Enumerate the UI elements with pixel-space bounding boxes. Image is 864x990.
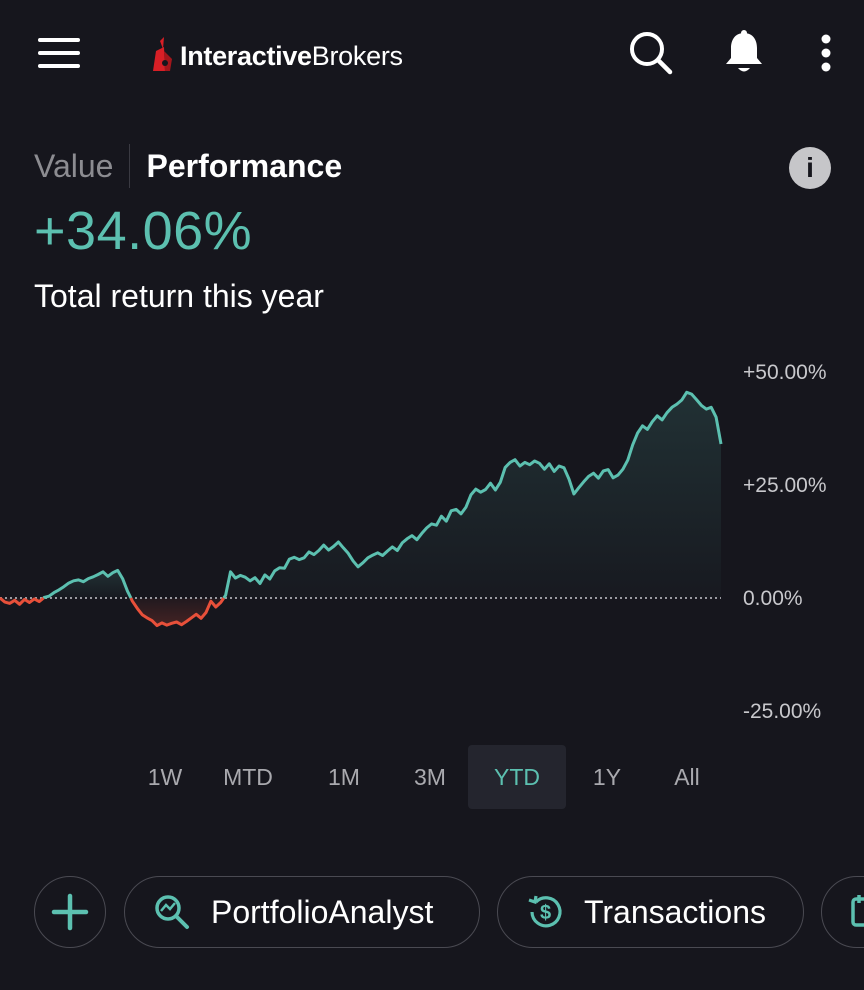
view-toggle: Value Performance: [34, 144, 342, 188]
y-tick-label: 0.00%: [743, 587, 803, 610]
tab-value[interactable]: Value: [34, 147, 114, 184]
plus-icon: [51, 893, 89, 931]
range-ytd[interactable]: YTD: [468, 745, 566, 809]
partial-action-button[interactable]: [821, 876, 864, 948]
interactive-brokers-logo: InteractiveBrokers: [150, 34, 403, 78]
performance-chart[interactable]: +50.00% +25.00% 0.00% -25.00%: [0, 350, 864, 730]
dollar-history-icon: $: [528, 895, 562, 928]
top-app-bar: InteractiveBrokers: [0, 0, 864, 110]
range-1w[interactable]: 1W: [147, 763, 183, 790]
tab-divider: [129, 144, 131, 188]
add-button[interactable]: [34, 876, 106, 948]
quick-actions: PortfolioAnalyst $ Transactions: [0, 876, 864, 950]
positive-return-line-4: [222, 390, 723, 599]
portfolio-analyst-label: PortfolioAnalyst: [211, 893, 434, 930]
ib-logo-mark: [153, 37, 172, 71]
svg-text:$: $: [540, 902, 551, 924]
calendar-icon: [851, 895, 864, 927]
range-1m[interactable]: 1M: [328, 763, 360, 790]
info-icon[interactable]: i: [789, 147, 831, 189]
total-return-caption: Total return this year: [34, 278, 324, 314]
range-selector: 1W MTD 1M 3M YTD 1Y All: [130, 745, 726, 809]
negative-return-line-3: [129, 597, 226, 628]
bell-icon[interactable]: [720, 28, 768, 78]
range-1y[interactable]: 1Y: [592, 763, 622, 790]
y-tick-label: -25.00%: [743, 700, 821, 723]
positive-area-2: [43, 570, 131, 598]
logo-wordmark: InteractiveBrokers: [180, 40, 403, 71]
analytics-search-icon: [155, 895, 189, 929]
positive-return-line-2: [42, 568, 133, 600]
y-tick-label: +25.00%: [743, 474, 827, 497]
range-all[interactable]: All: [674, 763, 700, 790]
portfolio-analyst-button[interactable]: PortfolioAnalyst: [124, 876, 480, 948]
negative-return-line-1: [0, 596, 45, 606]
negative-area-3: [130, 598, 224, 626]
menu-icon[interactable]: [38, 36, 82, 70]
more-vertical-icon[interactable]: [802, 28, 850, 78]
total-return-value: +34.06%: [34, 201, 253, 261]
search-icon[interactable]: [627, 28, 675, 78]
tab-performance[interactable]: Performance: [146, 147, 343, 184]
y-tick-label: +50.00%: [743, 361, 827, 384]
transactions-button[interactable]: $ Transactions: [497, 876, 804, 948]
range-mtd[interactable]: MTD: [223, 763, 273, 790]
range-3m[interactable]: 3M: [414, 763, 446, 790]
transactions-label: Transactions: [584, 893, 766, 930]
